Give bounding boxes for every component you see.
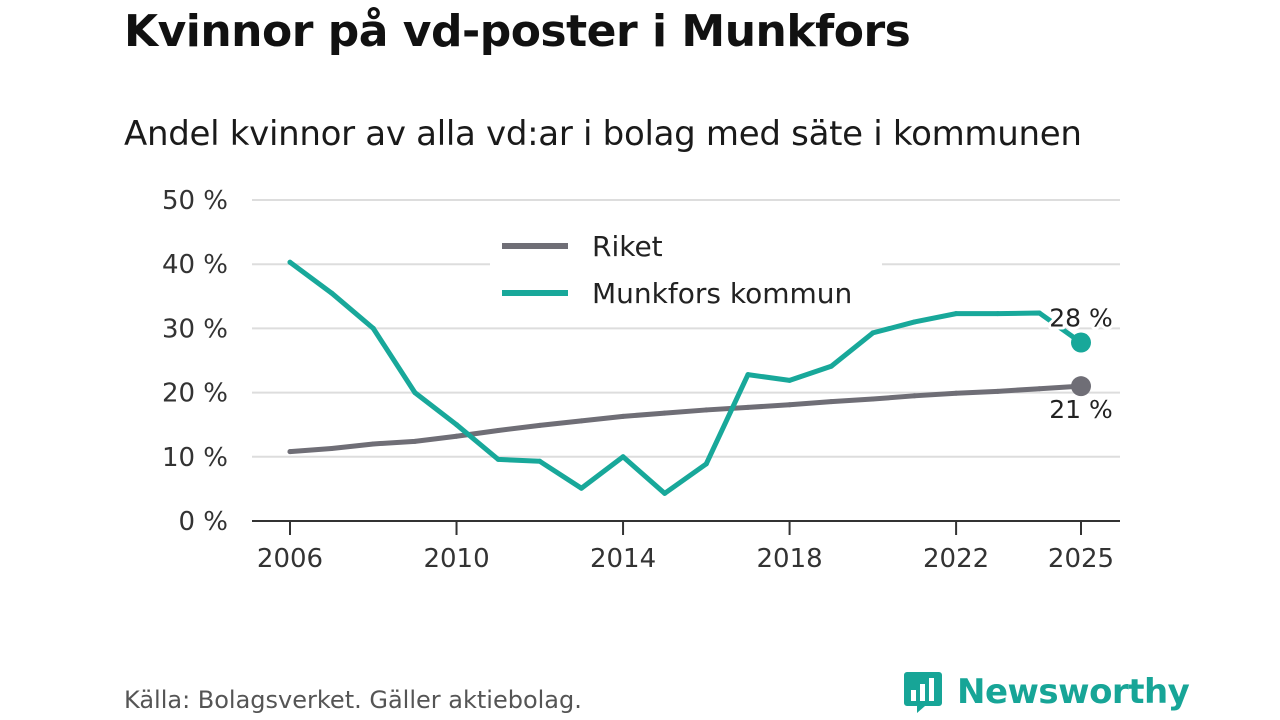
- brand-name: Newsworthy: [957, 672, 1190, 712]
- data-point-riket: [1036, 386, 1042, 392]
- end-point-riket: [1071, 376, 1091, 397]
- data-point-riket: [370, 441, 376, 447]
- legend-background: [490, 225, 882, 317]
- data-point-munkfors: [1036, 310, 1042, 316]
- source-note: Källa: Bolagsverket. Gäller aktiebolag.: [124, 686, 582, 714]
- x-tick-label: 2014: [590, 544, 656, 574]
- data-point-munkfors: [870, 330, 876, 336]
- data-point-riket: [662, 410, 668, 416]
- x-tick-label: 2018: [756, 544, 822, 574]
- data-point-riket: [995, 388, 1001, 394]
- data-point-riket: [329, 445, 335, 451]
- end-point-munkfors: [1071, 332, 1091, 353]
- y-tick-label: 20 %: [162, 379, 228, 409]
- data-point-munkfors: [745, 372, 751, 378]
- chart-subtitle: Andel kvinnor av alla vd:ar i bolag med …: [124, 114, 1082, 154]
- data-point-munkfors: [953, 311, 959, 317]
- x-tick-label: 2022: [923, 544, 989, 574]
- legend-label-munkfors: Munkfors kommun: [592, 277, 852, 310]
- data-point-munkfors: [787, 377, 793, 383]
- x-tick-label: 2025: [1048, 544, 1114, 574]
- data-point-munkfors: [412, 390, 418, 396]
- data-point-munkfors: [495, 456, 501, 462]
- data-point-riket: [412, 438, 418, 444]
- data-point-riket: [578, 418, 584, 424]
- axes: 0 % 10 % 20 % 30 % 40 % 50 % 2006 2010 2014 2018 2…: [162, 186, 1120, 574]
- y-tick-label: 40 %: [162, 250, 228, 280]
- series-lines: [287, 259, 1091, 496]
- y-tick-label: 30 %: [162, 314, 228, 344]
- data-point-riket: [787, 402, 793, 408]
- data-point-munkfors: [703, 461, 709, 467]
- data-point-riket: [911, 393, 917, 399]
- data-point-riket: [828, 399, 834, 405]
- data-point-munkfors: [995, 311, 1001, 317]
- data-point-riket: [495, 427, 501, 433]
- data-point-riket: [287, 449, 293, 455]
- data-point-riket: [537, 422, 543, 428]
- data-point-munkfors: [828, 363, 834, 369]
- legend-label-riket: Riket: [592, 230, 663, 263]
- bar-chart-speech-bubble-icon: [904, 672, 942, 713]
- data-point-munkfors: [911, 319, 917, 325]
- data-point-munkfors: [454, 422, 460, 428]
- x-tick-label: 2006: [257, 544, 323, 574]
- y-tick-label: 50 %: [162, 186, 228, 216]
- data-point-riket: [870, 396, 876, 402]
- chart-title: Kvinnor på vd-poster i Munkfors: [124, 6, 911, 57]
- series-line-munkfors: [287, 259, 1084, 496]
- data-point-riket: [745, 404, 751, 410]
- x-tick-label: 2010: [423, 544, 489, 574]
- end-label-riket: 21 %: [1049, 395, 1113, 424]
- line-chart: 0 % 10 % 20 % 30 % 40 % 50 % 2006 2010 2014 2018 2…: [162, 186, 1120, 574]
- data-point-riket: [454, 433, 460, 439]
- data-point-munkfors: [329, 290, 335, 296]
- data-point-riket: [620, 413, 626, 419]
- data-point-riket: [703, 407, 709, 413]
- end-label-munkfors: 28 %: [1049, 304, 1113, 333]
- data-point-munkfors: [620, 454, 626, 460]
- data-point-munkfors: [370, 325, 376, 331]
- data-point-munkfors: [578, 485, 584, 491]
- brand-logo: Newsworthy: [903, 669, 1190, 715]
- data-point-munkfors: [287, 259, 293, 265]
- data-point-riket: [953, 390, 959, 396]
- y-tick-label: 10 %: [162, 443, 228, 473]
- data-point-munkfors: [662, 490, 668, 496]
- legend: Riket Munkfors kommun: [490, 225, 882, 317]
- data-point-munkfors: [537, 458, 543, 464]
- end-labels: 21 % 28 %: [1046, 301, 1116, 428]
- series-line-riket: [287, 383, 1084, 455]
- y-tick-label: 0 %: [178, 507, 228, 537]
